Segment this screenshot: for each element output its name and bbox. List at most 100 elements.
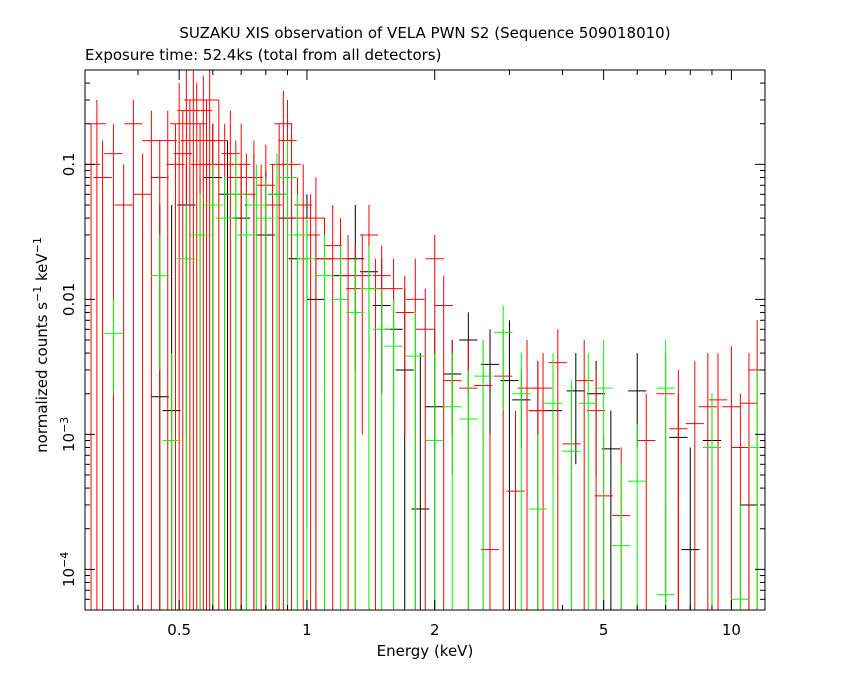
data-point	[512, 353, 531, 610]
data-point	[124, 99, 143, 610]
data-point	[739, 353, 759, 610]
y-tick-label: 10−4	[58, 552, 78, 587]
x-tick-label: 2	[430, 621, 440, 639]
data-point	[586, 369, 606, 610]
data-point	[142, 110, 161, 610]
data-point	[702, 393, 722, 610]
y-axis-label: normalized counts s−1 keV−1	[31, 237, 51, 453]
data-point	[150, 140, 169, 610]
x-axis-label: Energy (keV)	[377, 642, 474, 660]
data-point	[395, 275, 414, 435]
data-point	[177, 205, 196, 610]
axis-layer: 0.5 1 2 5 10 10−4 10−3 0.01 0.1	[58, 69, 766, 639]
data-point	[656, 504, 675, 610]
data-point	[528, 434, 547, 610]
data-point	[406, 312, 425, 610]
data-point	[150, 234, 169, 370]
series-2	[104, 140, 765, 610]
data-point	[162, 353, 181, 610]
y-tick-text: 10−3	[58, 417, 78, 452]
y-tick-label: 0.01	[60, 283, 78, 316]
data-point	[681, 447, 700, 610]
data-point	[579, 353, 598, 610]
data-point	[353, 234, 372, 435]
data-point	[232, 123, 251, 610]
data-point	[93, 140, 112, 610]
data-point	[244, 140, 264, 610]
data-layer	[85, 70, 765, 610]
data-point	[480, 434, 500, 610]
data-point	[566, 353, 585, 465]
data-point	[133, 153, 152, 610]
y-tick-text: 0.01	[60, 283, 78, 316]
data-point	[459, 369, 478, 610]
data-point	[315, 234, 334, 610]
data-point	[443, 353, 462, 610]
data-point	[628, 423, 647, 610]
y-tick-text: 0.1	[60, 152, 78, 176]
y-tick-label: 10−3	[58, 417, 78, 452]
data-point	[411, 353, 430, 610]
data-point	[722, 346, 741, 610]
data-point	[685, 360, 704, 610]
data-point	[215, 177, 234, 610]
chart-title: SUZAKU XIS observation of VELA PWN S2 (S…	[179, 24, 670, 42]
data-point	[173, 110, 192, 610]
data-point	[637, 393, 656, 610]
data-point	[346, 258, 365, 610]
svg-text:normalized counts s−1 keV−1: normalized counts s−1 keV−1	[31, 237, 51, 453]
chart-subtitle: Exposure time: 52.4ks (total from all de…	[85, 46, 441, 64]
data-point	[669, 369, 688, 610]
x-tick-label: 5	[599, 621, 609, 639]
data-point	[731, 504, 750, 610]
data-point	[180, 99, 200, 610]
data-point	[200, 70, 219, 610]
data-point	[306, 177, 326, 610]
data-point	[158, 110, 177, 610]
data-point	[698, 353, 717, 610]
data-point	[323, 205, 342, 610]
data-point	[359, 245, 379, 610]
data-point	[104, 299, 123, 394]
data-point	[601, 410, 620, 610]
data-point	[288, 194, 307, 610]
data-point	[114, 164, 133, 610]
x-tick-label: 10	[722, 621, 741, 639]
data-point	[372, 288, 391, 610]
data-point	[278, 140, 297, 610]
data-point	[533, 353, 553, 610]
data-point	[226, 153, 245, 610]
data-point	[543, 353, 563, 610]
data-point	[282, 123, 301, 610]
data-point	[170, 83, 189, 610]
data-point	[425, 353, 444, 610]
data-point	[384, 299, 403, 610]
data-point	[297, 218, 317, 610]
data-point	[256, 177, 275, 610]
data-point	[247, 164, 266, 610]
y-tick-text: 10−4	[58, 552, 78, 587]
data-point	[190, 194, 210, 610]
x-tick-label: 0.5	[167, 621, 191, 639]
data-point	[594, 340, 613, 610]
x-tick-label: 1	[302, 621, 312, 639]
data-point	[575, 340, 594, 610]
data-point	[494, 305, 513, 411]
data-point	[87, 99, 107, 610]
data-point	[184, 70, 203, 610]
y-tick-label: 0.1	[60, 152, 78, 176]
data-point	[267, 153, 287, 610]
data-point	[562, 380, 581, 610]
data-point	[548, 329, 567, 610]
data-point	[331, 245, 350, 610]
data-point	[480, 329, 500, 435]
data-point	[237, 194, 256, 610]
data-point	[473, 340, 493, 610]
data-point	[203, 164, 222, 610]
data-point	[166, 123, 185, 610]
data-point	[434, 275, 453, 610]
data-point	[187, 83, 206, 610]
data-point	[612, 464, 631, 610]
